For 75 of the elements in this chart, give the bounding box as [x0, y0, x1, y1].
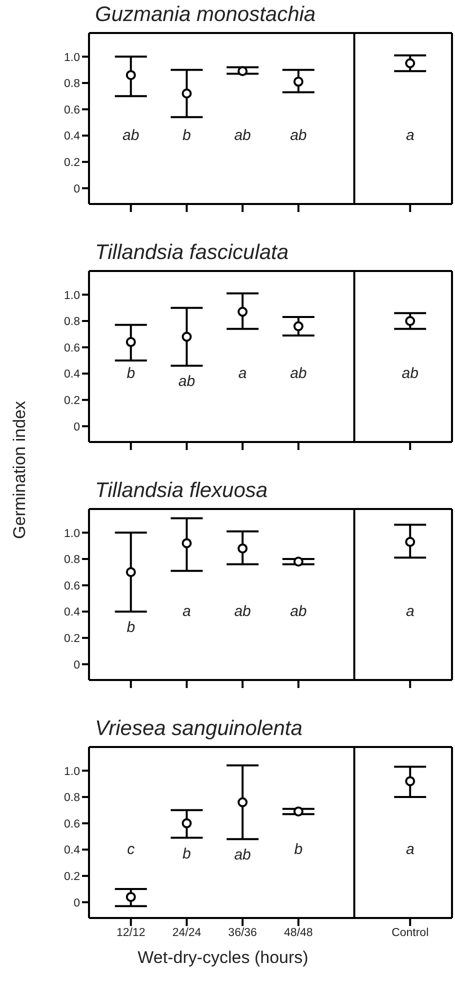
annotation: a	[406, 603, 414, 620]
annotation: b	[126, 365, 136, 382]
annotation: ab	[402, 365, 418, 382]
point	[126, 337, 136, 348]
point	[293, 321, 304, 332]
point	[238, 66, 248, 76]
y-tick-label: 1.0	[64, 766, 80, 778]
x-axis-title: Wet-dry-cycles (hours)	[136, 948, 310, 968]
point	[126, 70, 136, 80]
y-tick-label: 0	[74, 421, 80, 434]
y-tick-label: 0.2	[64, 870, 80, 883]
point	[182, 88, 192, 99]
point	[126, 892, 136, 902]
point	[293, 76, 304, 87]
point	[238, 543, 248, 554]
chart-title: Vriesea sanguinolenta	[94, 716, 304, 742]
x-tick-label: 48/48	[284, 927, 313, 940]
point	[405, 776, 416, 786]
y-tick-label: 0	[74, 897, 80, 910]
y-tick-label: 0.4	[64, 844, 81, 857]
annotation: a	[406, 841, 414, 858]
x-tick-label: 12/12	[116, 927, 146, 940]
point	[238, 306, 248, 317]
point	[182, 332, 192, 342]
chart-title: Tillandsia fasciculata	[94, 240, 290, 266]
annotation: ab	[178, 373, 196, 390]
y-tick-label: 0.4	[64, 368, 81, 381]
y-tick-label: 1.0	[64, 52, 80, 64]
annotation: ab	[290, 365, 307, 382]
point	[238, 797, 248, 808]
y-tick-label: 1.0	[64, 528, 80, 540]
y-tick-label: 0.4	[64, 130, 81, 143]
annotation: ab	[234, 603, 251, 620]
point	[405, 316, 416, 326]
y-tick-label: 0.8	[64, 792, 80, 804]
y-tick-label: 0.6	[64, 818, 80, 830]
chart-title: Guzmania monostachia	[94, 2, 317, 28]
annotation: ab	[234, 127, 251, 144]
y-tick-label: 0.2	[64, 632, 80, 645]
point	[293, 556, 304, 567]
point	[182, 538, 192, 548]
y-tick-label: 0	[74, 659, 80, 672]
y-tick-label: 0.2	[64, 156, 80, 169]
point	[293, 806, 304, 816]
annotation: a	[182, 603, 191, 620]
annotation: b	[294, 841, 303, 858]
annotation: ab	[234, 846, 251, 864]
x-tick-label: Control	[392, 927, 429, 940]
x-tick-label: 36/36	[228, 927, 257, 940]
annotation: a	[238, 365, 247, 382]
annotation: c	[127, 841, 136, 858]
y-tick-label: 0.6	[64, 342, 80, 354]
annotation: ab	[290, 603, 307, 620]
x-tick-label: 24/24	[172, 927, 202, 940]
y-tick-label: 0.2	[64, 394, 80, 407]
y-tick-label: 0	[74, 183, 80, 196]
annotation: ab	[290, 127, 307, 144]
y-tick-label: 0.8	[64, 316, 80, 328]
annotation: a	[406, 127, 414, 144]
y-tick-label: 0.8	[64, 554, 80, 566]
chart-title: Tillandsia flexuosa	[95, 479, 268, 502]
annotation: b	[182, 845, 191, 862]
point	[405, 536, 416, 547]
y-tick-label: 0.4	[64, 606, 81, 619]
point	[126, 567, 136, 578]
y-tick-label: 0.6	[64, 104, 80, 116]
annotation: b	[182, 127, 191, 144]
y-tick-label: 0.6	[64, 580, 80, 592]
y-axis-title: Germination index	[10, 401, 30, 539]
annotation: ab	[122, 127, 140, 144]
y-tick-label: 0.8	[64, 78, 80, 90]
point	[405, 58, 416, 68]
annotation: b	[126, 619, 136, 636]
y-tick-label: 1.0	[64, 290, 80, 302]
point	[182, 818, 192, 828]
